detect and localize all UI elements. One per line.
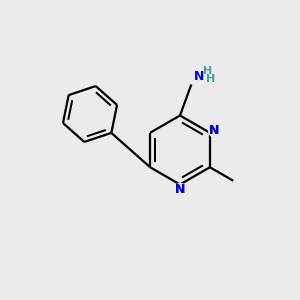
Text: N: N xyxy=(194,70,204,83)
Text: N: N xyxy=(209,124,220,136)
Text: N: N xyxy=(209,124,220,136)
Text: H: H xyxy=(206,74,215,84)
Text: H: H xyxy=(202,66,212,76)
Text: N: N xyxy=(175,183,185,196)
Text: N: N xyxy=(175,183,185,196)
